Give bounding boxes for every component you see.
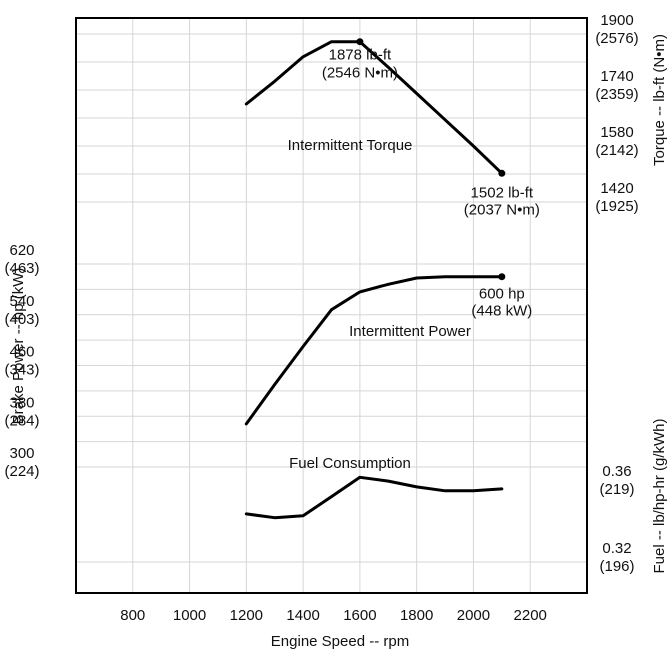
end_torque-marker [498,169,506,177]
power-tick-label: 300 [9,445,34,462]
power-tick-sublabel: (224) [4,463,39,480]
torque-series-label: Intermittent Torque [288,137,413,154]
peak_torque-marker [356,38,364,46]
series-line-power [244,275,504,426]
x-tick-label: 1400 [286,607,319,624]
x-tick-label: 1000 [173,607,206,624]
x-tick-labels: 800 1000 1200 1400 1600 1800 2000 2200 [120,607,547,624]
x-tick-label: 1200 [230,607,263,624]
plot-frame [75,17,588,594]
x-tick-label: 2200 [514,607,547,624]
torque-tick-sublabel: (2359) [595,86,638,103]
power-tick-sublabel: (403) [4,311,39,328]
end_torque-label-line2: (2037 N•m) [464,201,540,218]
end_power-label-line1: 600 hp [479,286,525,303]
end_power-marker [498,273,506,281]
power-tick-label: 380 [9,394,34,411]
power-tick-sublabel: (284) [4,412,39,429]
series-line-torque [244,40,504,175]
end_power-label-line2: (448 kW) [471,303,532,320]
fuel-tick-label: 0.32 [602,540,631,557]
power-tick-labels: 620(463) 540(403) 460(343) 380(284) 300(224) [4,242,39,480]
x-tick-label: 2000 [457,607,490,624]
torque-tick-label: 1740 [600,68,633,85]
x-tick-label: 800 [120,607,145,624]
power-tick-label: 540 [9,293,34,310]
x-axis-label: Engine Speed -- rpm [271,633,409,650]
power-tick-label: 620 [9,242,34,259]
x-tick-label: 1600 [343,607,376,624]
torque-tick-label: 1580 [600,124,633,141]
end_torque-label-line1: 1502 lb-ft [471,184,534,201]
power-axis-label: Brake Power -- hp (kW) [10,268,27,425]
torque-tick-sublabel: (2576) [595,30,638,47]
torque-axis-label: Torque -- lb-ft (N•m) [651,34,668,166]
fuel-tick-sublabel: (196) [599,558,634,575]
power-tick-sublabel: (463) [4,260,39,277]
fuel-axis-label: Fuel -- lb/hp-hr (g/kWh) [651,418,668,573]
peak_torque-label-line1: 1878 lb-ft [329,47,392,64]
power-tick-sublabel: (343) [4,362,39,379]
fuel-series-label: Fuel Consumption [289,455,411,472]
torque-tick-sublabel: (1925) [595,198,638,215]
fuel-tick-label: 0.36 [602,463,631,480]
torque-tick-label: 1900 [600,12,633,29]
series-lines [244,40,504,520]
peak_torque-label-line2: (2546 N•m) [322,65,398,82]
torque-tick-labels: 1900(2576) 1740(2359) 1580(2142) 1420(1925) [595,12,638,215]
x-tick-label: 1800 [400,607,433,624]
annotations: 1878 lb-ft(2546 N•m) 1502 lb-ft(2037 N•m)… [322,38,540,320]
fuel-tick-labels: 0.36(219) 0.32(196) [599,463,634,575]
fuel-tick-sublabel: (219) [599,481,634,498]
torque-tick-label: 1420 [600,180,633,197]
power-tick-label: 460 [9,344,34,361]
power-series-label: Intermittent Power [349,323,471,340]
torque-tick-sublabel: (2142) [595,142,638,159]
series-line-fuel [244,475,504,520]
